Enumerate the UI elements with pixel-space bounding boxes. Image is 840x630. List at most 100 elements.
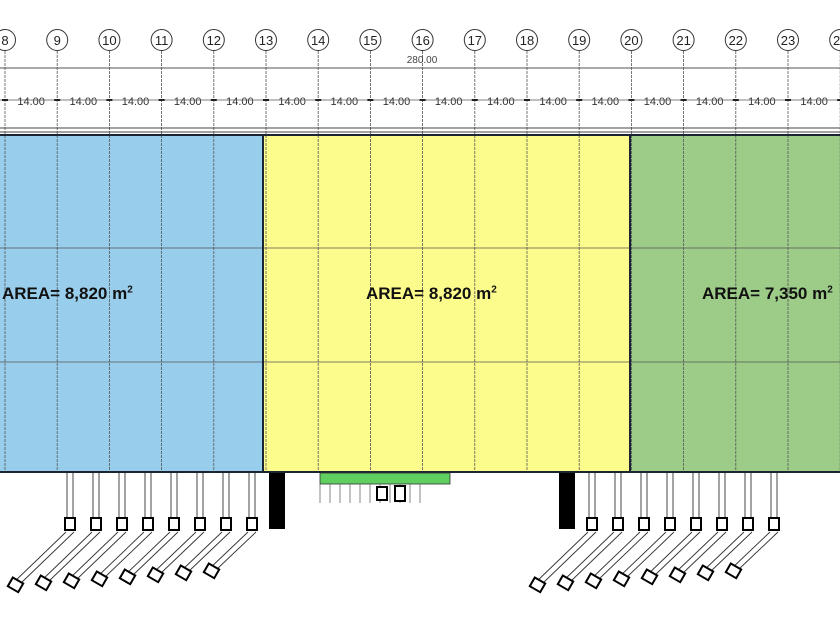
bay-dimension-label: 14.00: [435, 96, 463, 108]
truck-cab-icon: [142, 517, 154, 531]
truck-path: [541, 531, 597, 585]
grid-bubble: [359, 29, 382, 51]
truck-cab-icon: [90, 517, 102, 531]
grid-bubble: [98, 29, 121, 51]
bay-dimension-label: 14.00: [226, 96, 254, 108]
bay-dimension-label: 14.00: [122, 96, 150, 108]
loading-dock: [724, 473, 780, 580]
area-label-blue: AREA= 8,820 m2: [2, 284, 133, 303]
truck-cab-icon: [612, 517, 624, 531]
truck-cab-icon: [586, 517, 598, 531]
grid-bubble-label: 11: [155, 33, 169, 48]
truck-cab-icon: [742, 517, 754, 531]
truck-path: [11, 531, 67, 585]
loading-dock: [528, 473, 598, 594]
loading-dock: [696, 473, 754, 582]
truck-path: [131, 531, 179, 577]
bay-dimension-label: 14.00: [539, 96, 567, 108]
truck-icon: [202, 562, 221, 580]
truck-path: [597, 531, 649, 581]
car-icon: [376, 486, 388, 501]
grid-bubble: [411, 29, 434, 51]
loading-dock: [202, 473, 258, 580]
truck-path: [569, 531, 623, 583]
truck-icon: [90, 570, 109, 588]
grid-bubble-label: 22: [729, 33, 743, 48]
grid-bubble: [672, 29, 695, 51]
bay-dimension-label: 14.00: [278, 96, 306, 108]
truck-icon: [146, 566, 165, 584]
grid-bubble-label: 9: [54, 33, 61, 48]
truck-path: [47, 531, 101, 583]
truck-cab-icon: [246, 517, 258, 531]
bay-dimension-label: 14.00: [383, 96, 411, 108]
truck-path: [645, 531, 693, 577]
overall-dimension-label: 280.00: [407, 55, 438, 66]
grid-bubble: [620, 29, 643, 51]
zone-outline: [629, 134, 840, 473]
truck-icon: [612, 570, 631, 588]
loading-dock: [118, 473, 180, 586]
loading-dock: [90, 473, 154, 588]
truck-icon: [640, 568, 659, 586]
grid-bubble: [307, 29, 330, 51]
truck-path: [103, 531, 153, 579]
truck-path: [215, 531, 257, 571]
car-icon: [394, 485, 406, 502]
truck-icon: [668, 566, 687, 584]
grid-bubble: [0, 29, 16, 51]
grid-bubble-label: 24: [833, 33, 840, 48]
truck-path: [701, 531, 745, 573]
loading-dock: [146, 473, 206, 584]
grid-bubble: [724, 29, 747, 51]
grid-bubble: [829, 29, 840, 51]
truck-icon: [62, 572, 81, 590]
bay-dimension-label: 14.00: [487, 96, 515, 108]
bay-dimension-label: 14.00: [748, 96, 776, 108]
loading-dock: [612, 473, 676, 588]
truck-cab-icon: [116, 517, 128, 531]
grid-bubble-label: 15: [363, 33, 377, 48]
truck-path: [123, 531, 171, 577]
grid-bubble-label: 19: [572, 33, 586, 48]
grid-bubble: [777, 29, 799, 51]
truck-path: [207, 531, 249, 571]
truck-path: [625, 531, 675, 579]
grid-bubble-label: 16: [415, 33, 429, 48]
area-label-yellow: AREA= 8,820 m2: [366, 284, 497, 303]
zone-area-3: [630, 135, 840, 472]
area-label-green: AREA= 7,350 m2: [702, 284, 833, 303]
loading-dock: [174, 473, 232, 582]
bay-dimension-label: 14.00: [70, 96, 98, 108]
truck-path: [19, 531, 75, 585]
grid-bubble-label: 14: [311, 33, 325, 48]
truck-path: [561, 531, 615, 583]
loading-dock: [584, 473, 650, 590]
grid-bubble-label: 10: [102, 33, 116, 48]
truck-icon: [724, 562, 743, 580]
grid-bubble: [463, 29, 486, 51]
bay-dimension-label: 14.00: [800, 96, 828, 108]
zone-area-1: [0, 135, 263, 472]
bay-dimension-label: 14.00: [696, 96, 724, 108]
grid-bubble-label: 17: [468, 33, 482, 48]
grid-bubble-label: 20: [624, 33, 638, 48]
grid-bubble-label: 8: [1, 33, 8, 48]
grid-bubble-label: 23: [781, 33, 795, 48]
truck-path: [75, 531, 127, 581]
grid-bubble-label: 21: [676, 33, 690, 48]
truck-path: [709, 531, 753, 573]
truck-path: [681, 531, 727, 575]
truck-icon: [6, 576, 25, 594]
truck-path: [67, 531, 119, 581]
truck-path: [187, 531, 231, 573]
truck-path: [729, 531, 771, 571]
truck-cab-icon: [220, 517, 232, 531]
loading-dock: [556, 473, 624, 592]
truck-cab-icon: [64, 517, 76, 531]
truck-cab-icon: [716, 517, 728, 531]
truck-icon: [174, 564, 193, 582]
grid-bubble-label: 18: [520, 33, 534, 48]
truck-icon: [34, 574, 53, 592]
loading-dock: [640, 473, 702, 586]
